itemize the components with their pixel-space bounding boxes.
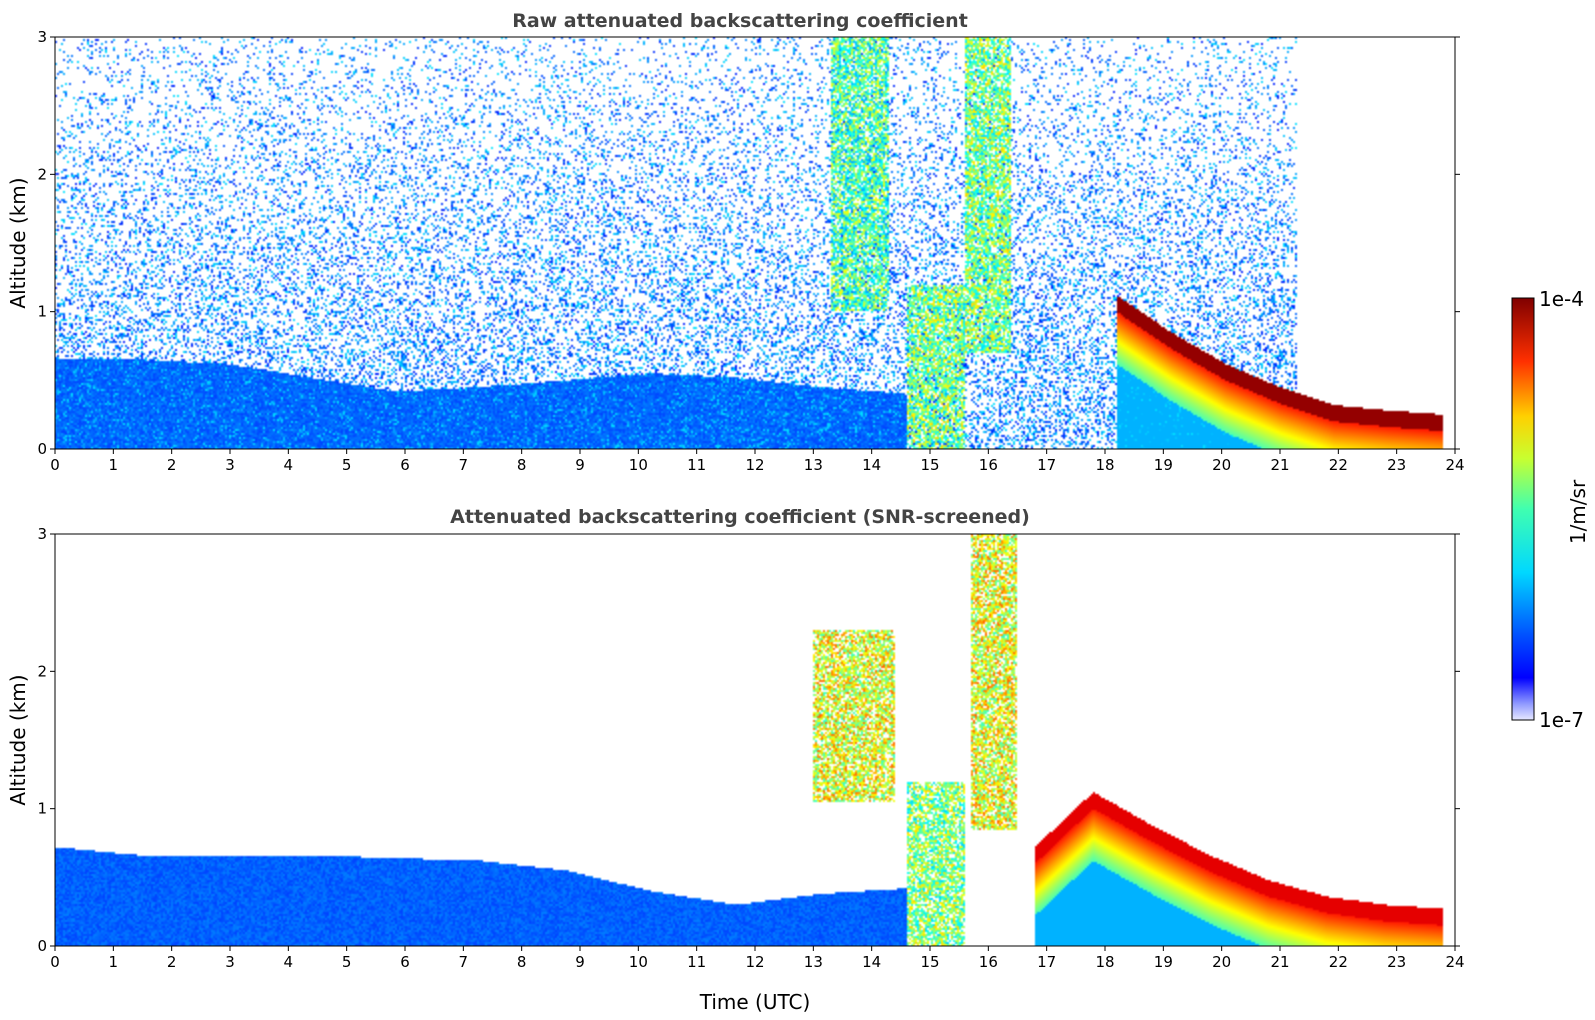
x-tick-label: 18 [1095, 953, 1114, 971]
x-tick-label: 15 [920, 953, 939, 971]
screened-panel-title: Attenuated backscattering coefficient (S… [450, 506, 1030, 528]
x-tick-label: 23 [1387, 953, 1406, 971]
x-tick-label: 13 [804, 456, 823, 474]
colorbar-max-label: 1e-4 [1539, 287, 1584, 311]
x-tick-label: 12 [745, 953, 764, 971]
x-tick-label: 17 [1037, 953, 1056, 971]
x-tick-label: 0 [50, 953, 60, 971]
x-tick-label: 11 [687, 953, 706, 971]
x-tick-label: 20 [1212, 953, 1231, 971]
x-tick-label: 22 [1329, 456, 1348, 474]
x-tick-label: 5 [342, 953, 352, 971]
y-tick-label: 3 [37, 525, 47, 543]
raw-backscatter-heatmap [55, 37, 1455, 449]
y-tick-label: 0 [37, 440, 47, 458]
y-tick-label: 3 [37, 28, 47, 46]
x-tick-label: 0 [50, 456, 60, 474]
x-tick-label: 10 [629, 456, 648, 474]
x-tick-label: 8 [517, 456, 527, 474]
x-tick-label: 3 [225, 953, 235, 971]
x-tick-label: 10 [629, 953, 648, 971]
x-tick-label: 16 [979, 456, 998, 474]
x-tick-label: 15 [920, 456, 939, 474]
x-axis-label: Time (UTC) [699, 990, 811, 1014]
y-tick-label: 0 [37, 937, 47, 955]
raw-panel: Raw attenuated backscattering coefficien… [6, 10, 1465, 474]
x-tick-label: 14 [862, 953, 881, 971]
x-tick-label: 24 [1445, 456, 1464, 474]
x-tick-label: 4 [284, 456, 294, 474]
y-tick-label: 1 [37, 303, 47, 321]
y-tick-label: 1 [37, 800, 47, 818]
colorbar-scale [1511, 297, 1535, 721]
x-tick-label: 9 [575, 456, 585, 474]
x-tick-label: 3 [225, 456, 235, 474]
screened-backscatter-heatmap [55, 534, 1455, 946]
x-tick-label: 2 [167, 456, 177, 474]
x-tick-label: 5 [342, 456, 352, 474]
raw-x-ticks: 0 1 2 3 4 5 6 7 8 9 10 11 12 13 14 15 16 17 18 19 20 21 22 23 24 [50, 449, 1465, 474]
raw-y-ticks: 0 1 2 3 [37, 28, 1460, 458]
x-tick-label: 24 [1445, 953, 1464, 971]
screened-x-ticks: 0 1 2 3 4 5 6 7 8 9 10 11 12 13 14 15 16 17 18 19 20 21 22 23 24 [50, 946, 1465, 971]
colorbar-min-label: 1e-7 [1539, 708, 1584, 732]
screened-y-axis-label: Altitude (km) [6, 674, 30, 805]
raw-panel-title: Raw attenuated backscattering coefficien… [512, 10, 968, 32]
screened-y-ticks: 0 1 2 3 [37, 525, 1460, 955]
screened-panel: Attenuated backscattering coefficient (S… [6, 506, 1465, 1014]
x-tick-label: 17 [1037, 456, 1056, 474]
raw-y-axis-label: Altitude (km) [6, 177, 30, 308]
x-tick-label: 9 [575, 953, 585, 971]
x-tick-label: 8 [517, 953, 527, 971]
x-tick-label: 7 [459, 953, 469, 971]
x-tick-label: 23 [1387, 456, 1406, 474]
x-tick-label: 12 [745, 456, 764, 474]
x-tick-label: 21 [1270, 953, 1289, 971]
x-tick-label: 6 [400, 953, 410, 971]
x-tick-label: 13 [804, 953, 823, 971]
x-tick-label: 19 [1154, 953, 1173, 971]
x-tick-label: 2 [167, 953, 177, 971]
x-tick-label: 19 [1154, 456, 1173, 474]
x-tick-label: 20 [1212, 456, 1231, 474]
x-tick-label: 11 [687, 456, 706, 474]
y-tick-label: 2 [37, 662, 47, 680]
colorbar: 1e-4 1e-7 1/m/sr [1511, 287, 1590, 732]
x-tick-label: 1 [109, 456, 119, 474]
y-tick-label: 2 [37, 165, 47, 183]
x-tick-label: 22 [1329, 953, 1348, 971]
x-tick-label: 7 [459, 456, 469, 474]
x-tick-label: 1 [109, 953, 119, 971]
x-tick-label: 16 [979, 953, 998, 971]
x-tick-label: 18 [1095, 456, 1114, 474]
x-tick-label: 21 [1270, 456, 1289, 474]
x-tick-label: 6 [400, 456, 410, 474]
colorbar-unit-label: 1/m/sr [1566, 479, 1590, 544]
x-tick-label: 4 [284, 953, 294, 971]
x-tick-label: 14 [862, 456, 881, 474]
